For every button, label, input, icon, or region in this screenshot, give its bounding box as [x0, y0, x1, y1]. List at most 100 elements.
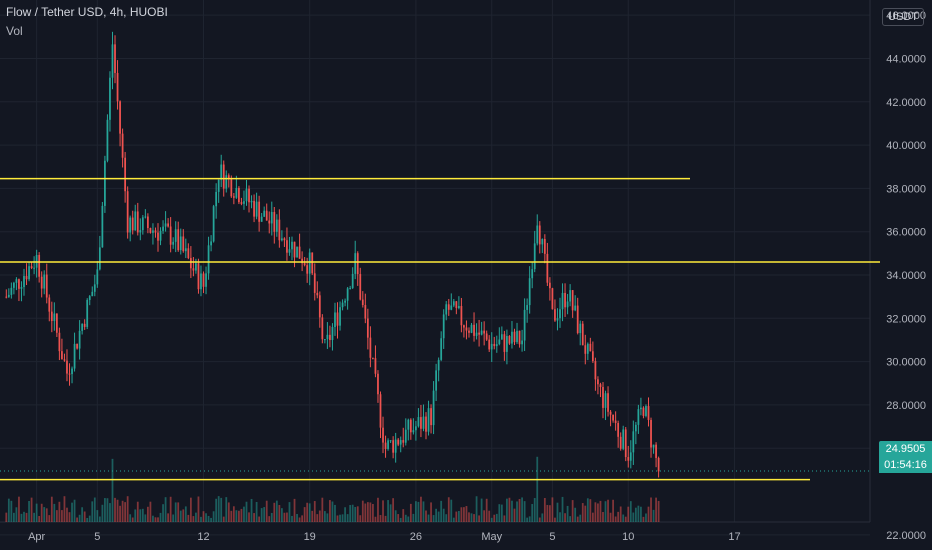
candle-body: [177, 229, 180, 251]
candle-body: [167, 223, 169, 227]
candle-body: [372, 357, 374, 359]
candle-body: [101, 205, 104, 248]
volume-bar: [361, 500, 364, 522]
volume-bar: [594, 502, 597, 522]
volume-bar: [425, 510, 427, 522]
volume-bar: [263, 507, 266, 522]
candle-body: [157, 232, 159, 241]
currency-button[interactable]: USDT: [882, 8, 924, 26]
candle-body: [404, 429, 407, 443]
candle-body: [394, 439, 397, 453]
volume-bar: [210, 517, 212, 522]
candle-body: [485, 333, 488, 340]
volume-bar: [86, 517, 89, 522]
candle-body: [20, 287, 23, 289]
candle-body: [126, 191, 129, 233]
volume-bar: [457, 511, 460, 522]
volume-bar: [164, 497, 167, 522]
candle-body: [139, 230, 142, 233]
volume-bar: [647, 506, 650, 522]
volume-bar: [624, 516, 627, 522]
volume-bar: [227, 502, 230, 522]
volume-bar: [551, 497, 554, 522]
candle-body: [184, 248, 187, 252]
volume-bar: [435, 508, 438, 522]
volume-bar: [169, 496, 172, 522]
volume-bar: [187, 514, 190, 522]
candle-body: [144, 216, 147, 218]
volume-bar: [619, 506, 622, 522]
candle-body: [435, 370, 438, 391]
volume-bar: [473, 514, 475, 522]
volume-bar: [450, 499, 453, 522]
candle-body: [321, 317, 324, 340]
candle-body: [354, 253, 357, 274]
volume-bar: [238, 510, 240, 522]
candle-body: [331, 326, 334, 341]
candle-body: [106, 119, 109, 161]
candle-body: [538, 225, 541, 245]
x-tick-label: 5: [94, 531, 100, 543]
candle-body: [288, 249, 291, 253]
candle-body: [420, 417, 422, 429]
candle-body: [25, 276, 28, 280]
candle-body: [415, 426, 417, 431]
volume-bar: [273, 502, 276, 522]
volume-bar: [293, 498, 296, 522]
candle-body: [301, 258, 303, 264]
candle-body: [475, 332, 478, 336]
y-tick-label: 46.0000: [886, 10, 926, 22]
volume-bar: [61, 510, 63, 522]
volume-bar: [518, 498, 521, 522]
volume-bar: [465, 506, 468, 522]
volume-bar: [614, 516, 617, 522]
volume-bar: [101, 504, 104, 522]
volume-bar: [422, 501, 425, 522]
volume-bar: [412, 513, 415, 522]
volume-bar: [248, 512, 250, 522]
candle-body: [88, 296, 91, 300]
candle-body: [642, 407, 645, 416]
chart-title: Flow / Tether USD, 4h, HUOBI: [6, 5, 168, 19]
volume-bar: [93, 497, 96, 522]
candle-body: [561, 292, 564, 310]
volume-bar: [490, 517, 493, 522]
candle-body: [136, 211, 139, 233]
volume-bar: [637, 505, 640, 522]
volume-bar: [152, 515, 154, 522]
candle-body: [187, 248, 190, 259]
candle-body: [104, 160, 106, 206]
x-axis[interactable]: Apr 5 12 19 26 May 5 10 17: [28, 531, 741, 543]
volume-bar: [602, 512, 604, 522]
volume-indicator-label[interactable]: Vol: [6, 24, 23, 38]
candle-body: [336, 312, 339, 326]
candle-body: [222, 164, 225, 189]
candle-body: [483, 330, 486, 334]
candle-body: [296, 246, 298, 258]
candle-body: [43, 274, 46, 289]
volume-bar: [526, 517, 529, 522]
candle-body: [28, 266, 30, 280]
horizontal-levels[interactable]: [0, 177, 880, 481]
candle-body: [50, 311, 53, 322]
volume-bar: [96, 510, 99, 522]
candle-body: [632, 431, 635, 453]
candle-body: [361, 299, 364, 306]
volume-bar: [43, 507, 46, 522]
volume-bar: [516, 501, 518, 522]
candle-body: [490, 343, 493, 350]
candle-body: [543, 238, 546, 254]
volume-bar: [622, 514, 625, 522]
volume-bar: [260, 508, 263, 522]
candle-body: [40, 276, 43, 289]
volume-bar: [379, 515, 382, 522]
candle-body: [506, 335, 508, 352]
volume-bar: [513, 508, 516, 522]
candle-body: [455, 301, 458, 309]
candle-body: [387, 440, 389, 449]
candle-body: [460, 306, 463, 326]
candle-body: [430, 408, 432, 426]
volume-bar: [642, 516, 645, 522]
candle-body: [76, 343, 78, 349]
